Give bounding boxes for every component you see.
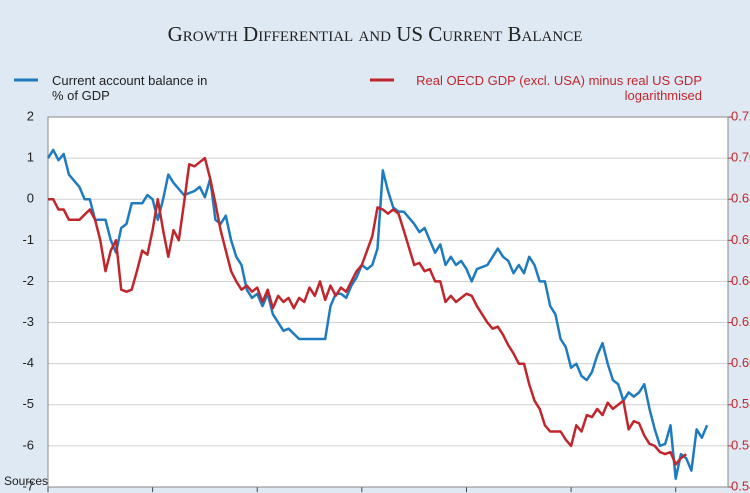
legend-label: Current account balance in % of GDP xyxy=(52,73,208,103)
y2-tick-label: 0.72 xyxy=(731,108,750,123)
y-tick-label: 0 xyxy=(27,191,34,206)
y-tick-label: -3 xyxy=(22,314,34,329)
plot-area xyxy=(48,117,728,487)
plot-frame xyxy=(47,116,729,488)
y2-tick-label: 0.64 xyxy=(731,273,750,288)
y-tick-label: -6 xyxy=(22,437,34,452)
y2-tick-label: 0.70 xyxy=(731,150,750,165)
y-tick-label: 1 xyxy=(27,150,34,165)
legend-label: Real OECD GDP (excl. USA) minus real US … xyxy=(416,73,702,103)
y-tick-label: 2 xyxy=(27,108,34,123)
y-tick-label: -5 xyxy=(22,396,34,411)
y2-tick-label: 0.58 xyxy=(731,396,750,411)
y-tick-label: -1 xyxy=(22,232,34,247)
y2-tick-label: 0.66 xyxy=(731,232,750,247)
y2-tick-label: 0.62 xyxy=(731,314,750,329)
y2-tick-label: 0.54 xyxy=(731,478,750,493)
y2-tick-label: 0.56 xyxy=(731,437,750,452)
chart-title: Growth Differential and US Current Balan… xyxy=(167,22,583,46)
y-tick-label: -2 xyxy=(22,273,34,288)
y-tick-label: -7 xyxy=(22,478,34,493)
y2-tick-label: 0.68 xyxy=(731,191,750,206)
data-line xyxy=(46,148,709,481)
data-line xyxy=(48,156,687,466)
y-tick-label: -4 xyxy=(22,355,34,370)
y2-tick-label: 0.60 xyxy=(731,355,750,370)
